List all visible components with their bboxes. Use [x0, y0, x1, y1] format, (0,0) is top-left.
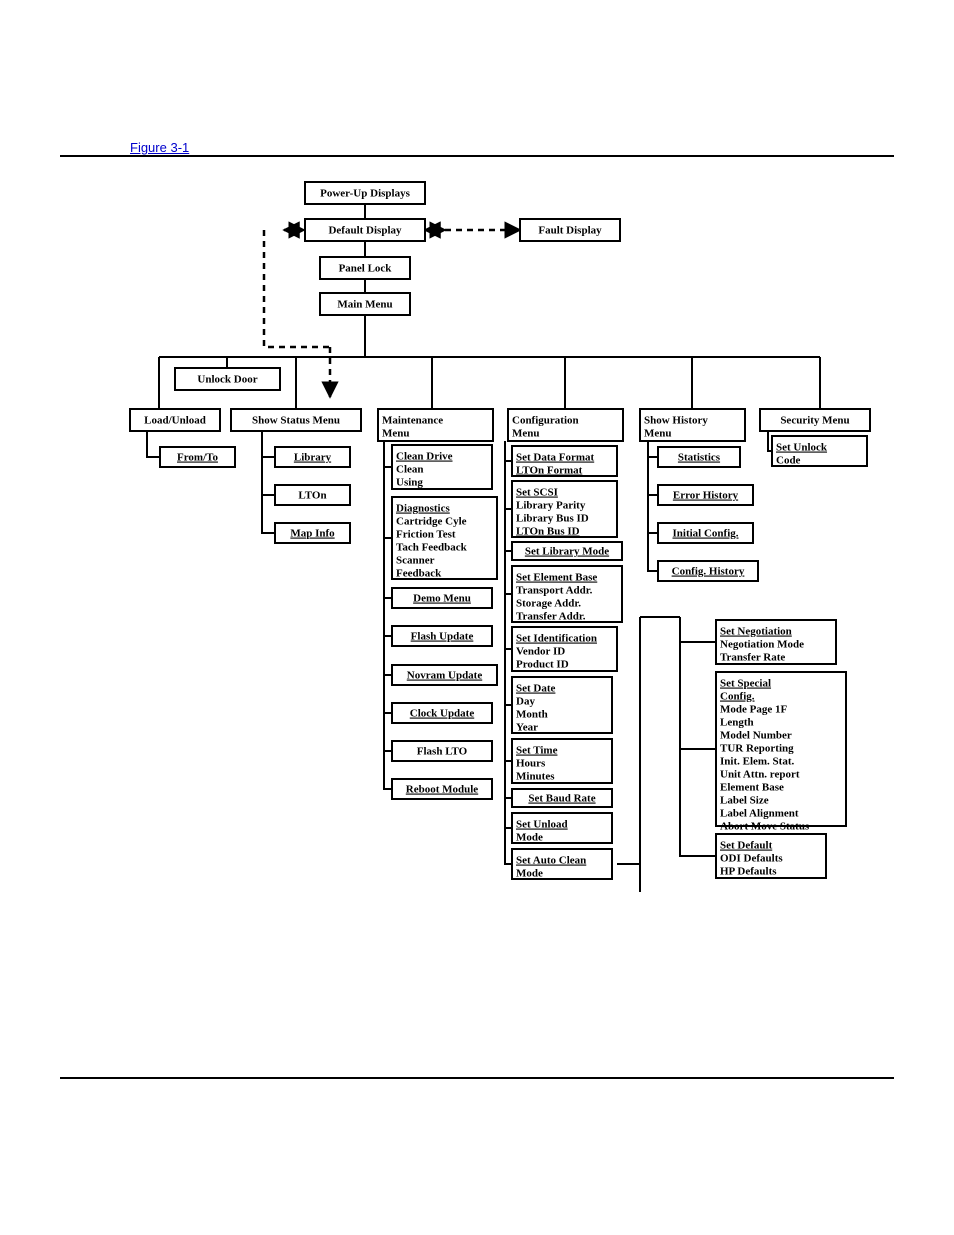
svg-text:Friction Test: Friction Test	[396, 529, 456, 541]
svg-text:LTOn Format: LTOn Format	[516, 465, 583, 477]
svg-text:Product ID: Product ID	[516, 659, 569, 671]
svg-text:Label Alignment: Label Alignment	[720, 808, 799, 820]
svg-text:Feedback: Feedback	[396, 568, 442, 580]
svg-text:Mode Page 1F: Mode Page 1F	[720, 704, 787, 716]
svg-text:Transfer Addr.: Transfer Addr.	[516, 611, 586, 623]
svg-text:Security Menu: Security Menu	[780, 415, 849, 427]
svg-text:Unlock Door: Unlock Door	[197, 374, 257, 386]
svg-text:Set Special: Set Special	[720, 678, 771, 690]
svg-text:Length: Length	[720, 717, 754, 729]
svg-text:Configuration: Configuration	[512, 415, 579, 427]
svg-text:Set Library Mode: Set Library Mode	[525, 546, 609, 558]
svg-text:Hours: Hours	[516, 758, 546, 770]
svg-text:Set Default: Set Default	[720, 840, 773, 852]
svg-text:Default Display: Default Display	[328, 225, 402, 237]
figure-link[interactable]: Figure 3-1	[130, 140, 954, 155]
svg-text:Day: Day	[516, 696, 535, 708]
svg-text:Minutes: Minutes	[516, 771, 555, 783]
svg-text:Error History: Error History	[673, 490, 739, 502]
svg-text:Config. History: Config. History	[672, 566, 745, 578]
svg-text:Clean Drive: Clean Drive	[396, 451, 453, 463]
svg-text:Load/Unload: Load/Unload	[144, 415, 206, 427]
svg-text:ODI Defaults: ODI Defaults	[720, 853, 783, 865]
svg-text:Set Time: Set Time	[516, 745, 558, 757]
svg-text:Cartridge Cyle: Cartridge Cyle	[396, 516, 467, 528]
svg-text:Set Auto Clean: Set Auto Clean	[516, 855, 586, 867]
svg-text:Fault Display: Fault Display	[538, 225, 602, 237]
svg-text:Reboot Module: Reboot Module	[406, 784, 479, 796]
svg-text:Unit Attn. report: Unit Attn. report	[720, 769, 800, 781]
svg-text:Set Element Base: Set Element Base	[516, 572, 597, 584]
svg-text:Show Status Menu: Show Status Menu	[252, 415, 340, 427]
svg-text:Set Data Format: Set Data Format	[516, 452, 595, 464]
svg-text:Diagnostics: Diagnostics	[396, 503, 451, 515]
svg-text:Set Date: Set Date	[516, 683, 556, 695]
bottom-rule	[60, 1077, 894, 1079]
svg-text:Init. Elem. Stat.: Init. Elem. Stat.	[720, 756, 795, 768]
svg-text:Main Menu: Main Menu	[337, 299, 392, 311]
menu-tree-diagram: Power-Up Displays Default Display Fault Di…	[0, 157, 954, 1077]
svg-text:Library Bus ID: Library Bus ID	[516, 513, 589, 525]
svg-text:TUR Reporting: TUR Reporting	[720, 743, 794, 755]
svg-text:HP Defaults: HP Defaults	[720, 866, 777, 878]
svg-text:Maintenance: Maintenance	[382, 415, 443, 427]
svg-text:Menu: Menu	[512, 428, 540, 440]
svg-text:Mode: Mode	[516, 832, 543, 844]
svg-text:Library Parity: Library Parity	[516, 500, 586, 512]
svg-text:Year: Year	[516, 722, 538, 734]
svg-text:Set Negotiation: Set Negotiation	[720, 626, 792, 638]
svg-text:Storage Addr.: Storage Addr.	[516, 598, 581, 610]
svg-text:Using: Using	[396, 477, 423, 489]
svg-text:Vendor ID: Vendor ID	[516, 646, 565, 658]
svg-text:Statistics: Statistics	[678, 452, 721, 464]
svg-text:Set Baud Rate: Set Baud Rate	[528, 793, 595, 805]
svg-text:Panel Lock: Panel Lock	[339, 263, 393, 275]
svg-text:Set SCSI: Set SCSI	[516, 487, 558, 499]
svg-text:Menu: Menu	[382, 428, 410, 440]
svg-text:Element Base: Element Base	[720, 782, 784, 794]
svg-text:Clean: Clean	[396, 464, 424, 476]
svg-text:LTOn Bus ID: LTOn Bus ID	[516, 526, 580, 538]
svg-text:Menu: Menu	[644, 428, 672, 440]
svg-text:Power-Up Displays: Power-Up Displays	[320, 188, 410, 200]
svg-text:Scanner: Scanner	[396, 555, 435, 567]
svg-text:Show History: Show History	[644, 415, 708, 427]
svg-text:From/To: From/To	[177, 452, 218, 464]
svg-text:LTOn: LTOn	[298, 490, 326, 502]
svg-text:Demo Menu: Demo Menu	[413, 593, 471, 605]
svg-text:Clock Update: Clock Update	[410, 708, 475, 720]
svg-text:Initial Config.: Initial Config.	[672, 528, 738, 540]
svg-text:Tach Feedback: Tach Feedback	[396, 542, 468, 554]
svg-text:Set Unlock: Set Unlock	[776, 442, 828, 454]
svg-text:Label Size: Label Size	[720, 795, 769, 807]
svg-text:Library: Library	[294, 452, 332, 464]
svg-text:Set Unload: Set Unload	[516, 819, 568, 831]
svg-text:Month: Month	[516, 709, 548, 721]
svg-text:Mode: Mode	[516, 868, 543, 880]
svg-text:Config.: Config.	[720, 691, 755, 703]
svg-text:Abort Move Status: Abort Move Status	[720, 821, 810, 833]
svg-text:Set Identification: Set Identification	[516, 633, 597, 645]
svg-text:Model Number: Model Number	[720, 730, 792, 742]
svg-text:Negotiation Mode: Negotiation Mode	[720, 639, 804, 651]
svg-text:Transfer Rate: Transfer Rate	[720, 652, 785, 664]
svg-text:Map Info: Map Info	[290, 528, 335, 540]
svg-text:Code: Code	[776, 455, 801, 467]
svg-text:Transport Addr.: Transport Addr.	[516, 585, 593, 597]
svg-text:Flash Update: Flash Update	[411, 631, 474, 643]
svg-text:Novram Update: Novram Update	[407, 670, 483, 682]
svg-text:Flash LTO: Flash LTO	[417, 746, 468, 758]
